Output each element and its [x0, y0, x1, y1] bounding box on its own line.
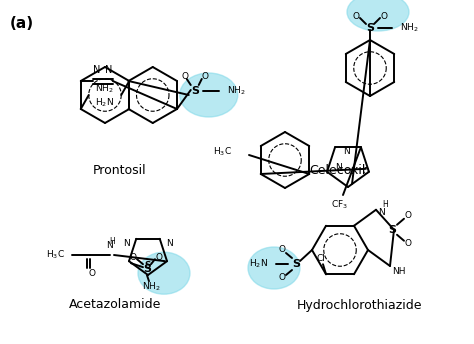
Ellipse shape — [180, 73, 238, 117]
Text: NH$_2$: NH$_2$ — [400, 22, 419, 34]
Text: S: S — [191, 86, 199, 96]
Text: S: S — [388, 225, 396, 235]
Text: O: O — [89, 269, 95, 278]
Text: H: H — [109, 237, 115, 246]
Text: S: S — [292, 259, 300, 269]
Text: N: N — [166, 239, 173, 248]
Text: Celecoxib: Celecoxib — [310, 163, 370, 176]
Text: N: N — [105, 65, 112, 75]
Ellipse shape — [347, 0, 409, 31]
Text: S: S — [143, 264, 151, 274]
Text: H: H — [382, 200, 388, 209]
Text: O: O — [404, 239, 411, 248]
Text: H$_3$C: H$_3$C — [213, 146, 232, 158]
Text: O: O — [404, 211, 411, 220]
Text: N: N — [107, 241, 113, 250]
Text: O: O — [279, 246, 285, 255]
Text: Hydrochlorothiazide: Hydrochlorothiazide — [297, 299, 423, 312]
Text: S: S — [145, 261, 151, 270]
Text: NH: NH — [392, 267, 405, 276]
Text: (a): (a) — [10, 16, 34, 31]
Text: N: N — [124, 239, 130, 248]
Text: H$_3$C: H$_3$C — [46, 249, 65, 261]
Text: NH$_2$: NH$_2$ — [142, 281, 160, 293]
Ellipse shape — [138, 252, 190, 294]
Ellipse shape — [248, 247, 300, 289]
Text: O: O — [381, 11, 388, 21]
Text: O: O — [279, 273, 285, 282]
Text: NH$_2$: NH$_2$ — [227, 85, 246, 97]
Text: Acetazolamide: Acetazolamide — [69, 299, 161, 312]
Text: Cl: Cl — [317, 254, 326, 263]
Text: Prontosil: Prontosil — [93, 163, 147, 176]
Text: CF$_3$: CF$_3$ — [331, 199, 348, 211]
Text: S: S — [366, 23, 374, 33]
Text: O: O — [201, 72, 208, 80]
Text: O: O — [181, 72, 188, 80]
Text: NH$_2$: NH$_2$ — [95, 83, 113, 95]
Text: O: O — [155, 253, 163, 262]
Text: N: N — [378, 208, 385, 217]
Text: N: N — [93, 65, 100, 75]
Text: O: O — [353, 11, 359, 21]
Text: O: O — [129, 253, 137, 262]
Text: H$_2$N: H$_2$N — [249, 258, 268, 270]
Text: H$_2$N: H$_2$N — [95, 97, 114, 109]
Text: N: N — [343, 147, 350, 156]
Text: N: N — [335, 163, 342, 172]
